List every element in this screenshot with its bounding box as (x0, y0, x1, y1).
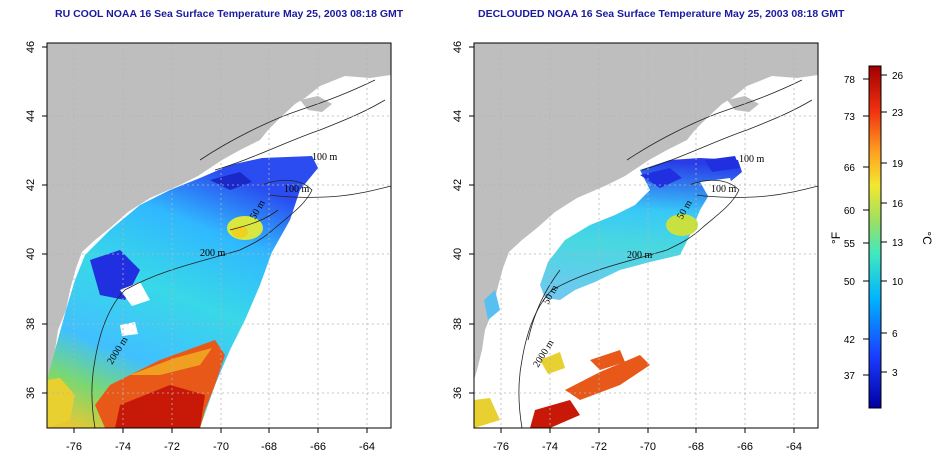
left-x-axis: -76 -74 -72 -70 -68 -66 -64 (66, 428, 375, 453)
celsius-tick: 6 (892, 329, 898, 340)
x-tick-label: -66 (737, 441, 753, 453)
y-tick-label: 40 (452, 248, 464, 260)
grid (474, 43, 818, 428)
celsius-tick: 13 (892, 238, 904, 249)
fahrenheit-unit-label: °F (829, 232, 843, 244)
y-tick-label: 46 (452, 41, 464, 53)
fahrenheit-tick: 60 (844, 206, 856, 217)
left-map-panel: 100 m 100 m 50 m 200 m 2000 m (47, 43, 391, 428)
x-tick-label: -66 (310, 441, 326, 453)
fahrenheit-tick: 42 (844, 335, 856, 346)
fahrenheit-tick: 66 (844, 163, 856, 174)
right-map-panel: 100 m 100 m 50 m 200 m 50 m 2000 m (474, 43, 818, 428)
bathymetry-contours (518, 79, 818, 428)
grid (47, 43, 391, 428)
right-panel-title: DECLOUDED NOAA 16 Sea Surface Temperatur… (478, 8, 845, 20)
x-tick-label: -72 (164, 441, 180, 453)
fahrenheit-tick: 55 (844, 239, 856, 250)
x-tick-label: -70 (640, 441, 656, 453)
x-tick-label: -68 (688, 441, 704, 453)
colorbar-gradient (868, 65, 882, 409)
x-tick-label: -70 (213, 441, 229, 453)
contour-label: 100 m (739, 154, 765, 165)
y-tick-label: 36 (25, 387, 37, 399)
bathymetry-contours (91, 79, 391, 428)
y-tick-label: 40 (25, 248, 37, 260)
x-tick-label: -68 (261, 441, 277, 453)
celsius-tick: 16 (892, 199, 904, 210)
contour-label: 100 m (284, 184, 310, 195)
celsius-tick: 23 (892, 108, 904, 119)
y-tick-label: 44 (452, 110, 464, 122)
contour-label: 100 m (312, 152, 338, 163)
x-tick-label: -64 (359, 441, 375, 453)
celsius-tick: 26 (892, 71, 904, 82)
y-tick-label: 38 (25, 318, 37, 330)
x-tick-label: -74 (542, 441, 558, 453)
x-tick-label: -76 (66, 441, 82, 453)
sst-swath (540, 158, 742, 300)
celsius-tick: 19 (892, 159, 904, 170)
x-tick-label: -64 (786, 441, 802, 453)
land-mass (474, 43, 818, 380)
celsius-unit-label: °C (920, 231, 934, 245)
fahrenheit-tick: 37 (844, 371, 856, 382)
left-panel-title: RU COOL NOAA 16 Sea Surface Temperature … (55, 8, 404, 20)
left-y-axis: 36 38 40 42 44 46 (25, 41, 47, 399)
x-tick-label: -76 (493, 441, 509, 453)
fahrenheit-tick: 50 (844, 277, 856, 288)
land-mass (47, 43, 391, 380)
colorbar: 78 73 66 60 55 50 42 37 26 23 19 16 13 1… (829, 65, 934, 409)
x-tick-label: -74 (115, 441, 131, 453)
left-plot-frame (46, 42, 392, 429)
y-tick-label: 42 (452, 179, 464, 191)
celsius-tick: 3 (892, 368, 898, 379)
contour-label: 200 m (627, 250, 653, 261)
right-y-axis: 36 38 40 42 44 46 (452, 41, 474, 399)
x-tick-label: -72 (591, 441, 607, 453)
y-tick-label: 36 (452, 387, 464, 399)
right-x-axis: -76 -74 -72 -70 -68 -66 -64 (493, 428, 802, 453)
contour-label: 100 m (711, 184, 737, 195)
y-tick-label: 44 (25, 110, 37, 122)
fahrenheit-tick: 73 (844, 112, 856, 123)
contour-label: 200 m (200, 248, 226, 259)
fahrenheit-tick: 78 (844, 75, 856, 86)
y-tick-label: 38 (452, 318, 464, 330)
celsius-tick: 10 (892, 277, 904, 288)
y-tick-label: 46 (25, 41, 37, 53)
right-plot-frame (473, 42, 819, 429)
y-tick-label: 42 (25, 179, 37, 191)
